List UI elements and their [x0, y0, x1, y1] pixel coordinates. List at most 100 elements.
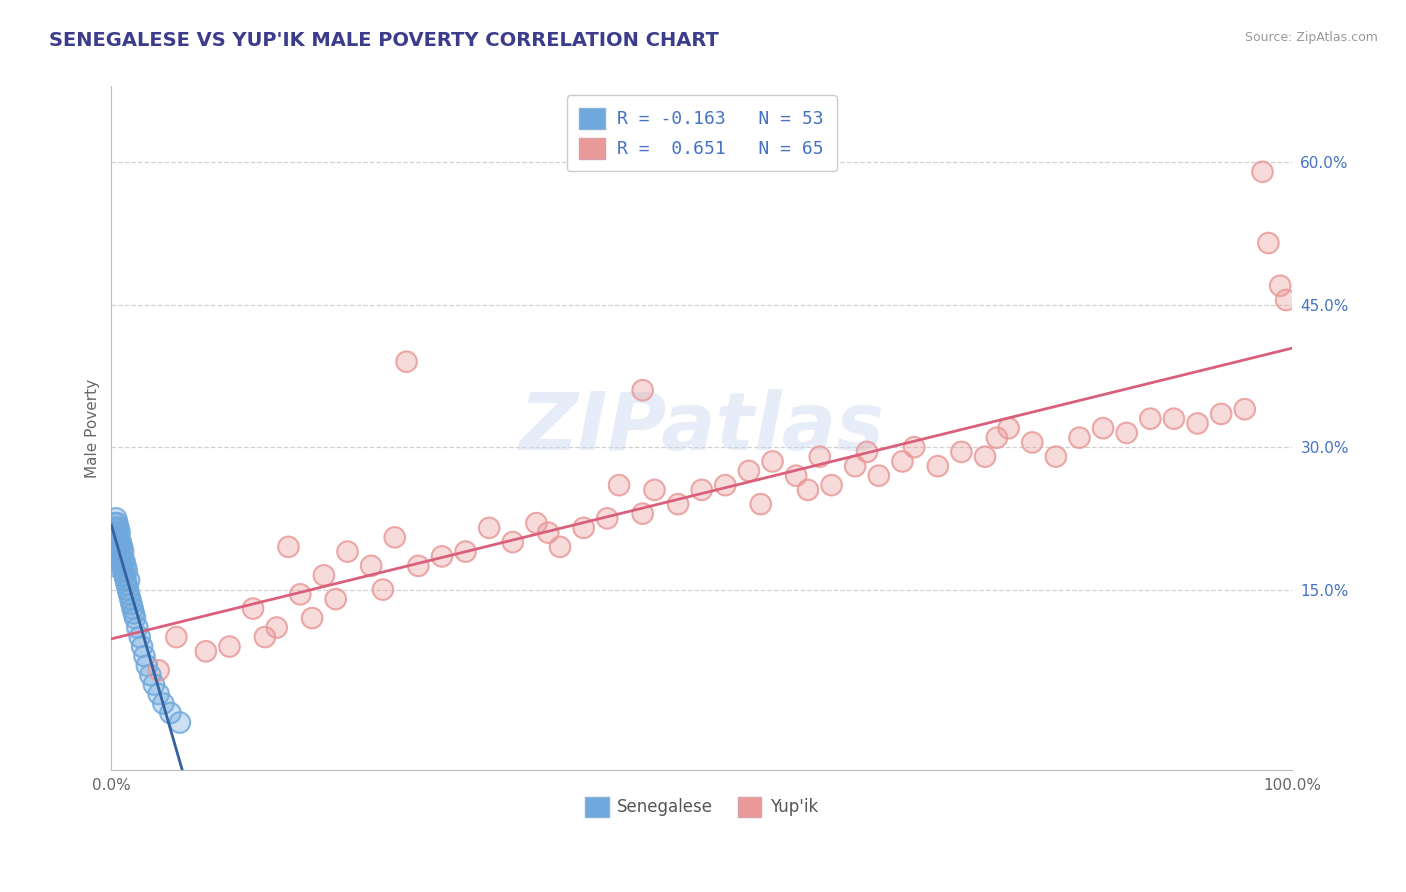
Point	[103, 554, 125, 568]
Point	[105, 535, 128, 549]
Point	[666, 497, 689, 511]
Point	[148, 687, 170, 701]
Point	[714, 478, 737, 492]
Point	[148, 687, 170, 701]
Point	[111, 540, 134, 554]
Point	[108, 540, 131, 554]
Point	[115, 578, 138, 592]
Point	[107, 535, 129, 549]
Point	[986, 431, 1008, 445]
Point	[537, 525, 560, 540]
Point	[112, 568, 135, 582]
Y-axis label: Male Poverty: Male Poverty	[86, 378, 100, 478]
Point	[761, 454, 783, 468]
Point	[277, 540, 299, 554]
Point	[104, 516, 127, 530]
Point	[122, 607, 145, 621]
Point	[1163, 411, 1185, 425]
Point	[820, 478, 842, 492]
Point	[242, 601, 264, 615]
Point	[127, 621, 149, 635]
Point	[502, 535, 524, 549]
Point	[502, 535, 524, 549]
Point	[122, 607, 145, 621]
Point	[118, 573, 141, 587]
Point	[1115, 425, 1137, 440]
Point	[395, 355, 418, 369]
Point	[124, 611, 146, 625]
Point	[312, 568, 335, 582]
Point	[121, 601, 143, 615]
Point	[1275, 293, 1298, 307]
Point	[927, 459, 949, 474]
Point	[1270, 278, 1292, 293]
Point	[856, 445, 879, 459]
Point	[112, 554, 135, 568]
Point	[797, 483, 820, 497]
Point	[118, 587, 141, 601]
Point	[115, 564, 138, 578]
Point	[360, 558, 382, 573]
Point	[1045, 450, 1067, 464]
Point	[408, 558, 430, 573]
Point	[110, 544, 132, 558]
Point	[108, 525, 131, 540]
Point	[478, 521, 501, 535]
Point	[165, 630, 187, 644]
Point	[548, 540, 571, 554]
Point	[105, 540, 128, 554]
Point	[112, 564, 135, 578]
Point	[111, 540, 134, 554]
Point	[1233, 402, 1256, 417]
Point	[165, 630, 187, 644]
Point	[104, 521, 127, 535]
Point	[253, 630, 276, 644]
Text: SENEGALESE VS YUP'IK MALE POVERTY CORRELATION CHART: SENEGALESE VS YUP'IK MALE POVERTY CORREL…	[49, 31, 718, 50]
Point	[526, 516, 548, 530]
Point	[242, 601, 264, 615]
Point	[120, 592, 142, 607]
Text: Source: ZipAtlas.com: Source: ZipAtlas.com	[1244, 31, 1378, 45]
Point	[107, 521, 129, 535]
Point	[454, 544, 477, 558]
Point	[159, 706, 181, 720]
Point	[142, 677, 165, 691]
Point	[103, 554, 125, 568]
Point	[105, 525, 128, 540]
Point	[111, 558, 134, 573]
Point	[1211, 407, 1233, 421]
Point	[643, 483, 665, 497]
Point	[218, 640, 240, 654]
Point	[572, 521, 595, 535]
Point	[1187, 417, 1209, 431]
Point	[1069, 431, 1091, 445]
Point	[121, 597, 143, 611]
Point	[218, 640, 240, 654]
Point	[950, 445, 973, 459]
Point	[384, 530, 406, 544]
Point	[127, 621, 149, 635]
Point	[128, 630, 150, 644]
Point	[537, 525, 560, 540]
Point	[118, 573, 141, 587]
Point	[384, 530, 406, 544]
Point	[1257, 235, 1279, 250]
Point	[1211, 407, 1233, 421]
Point	[104, 516, 127, 530]
Legend: Senegalese, Yup'ik: Senegalese, Yup'ik	[579, 790, 825, 823]
Point	[134, 648, 156, 663]
Point	[666, 497, 689, 511]
Point	[950, 445, 973, 459]
Point	[714, 478, 737, 492]
Point	[408, 558, 430, 573]
Point	[131, 640, 153, 654]
Point	[103, 549, 125, 564]
Point	[596, 511, 619, 525]
Point	[301, 611, 323, 625]
Point	[1275, 293, 1298, 307]
Point	[169, 715, 191, 730]
Point	[454, 544, 477, 558]
Point	[430, 549, 453, 564]
Point	[290, 587, 312, 601]
Point	[844, 459, 866, 474]
